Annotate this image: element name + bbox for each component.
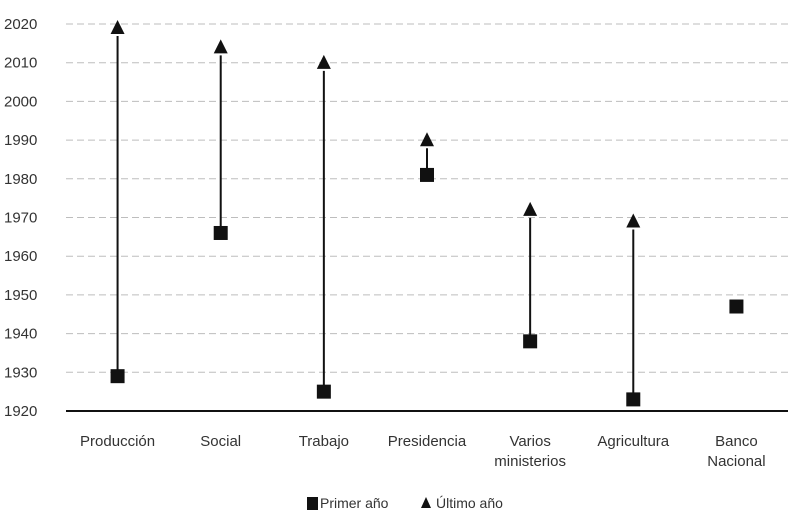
y-tick-label: 1930	[4, 364, 37, 381]
x-category-label-line: Varios	[509, 433, 550, 450]
x-category-label: Varios ministerios	[494, 433, 566, 470]
last-year-marker	[523, 201, 538, 216]
x-category-label-line: Banco	[715, 433, 758, 450]
first-year-marker	[110, 369, 125, 384]
x-category-label: Agricultura	[597, 433, 669, 450]
legend-label-last-year: Último año	[436, 495, 503, 511]
x-category-label: Banco Nacional	[707, 433, 765, 470]
gridlines	[66, 23, 788, 373]
last-year-marker	[626, 213, 641, 228]
y-tick-label: 1970	[4, 210, 37, 227]
y-tick-label: 1920	[4, 403, 37, 420]
first-year-marker	[626, 392, 641, 407]
last-year-marker	[213, 39, 228, 54]
x-category-label: Trabajo	[299, 433, 349, 450]
y-tick-label: 2010	[4, 55, 37, 72]
x-category-label-line: ministerios	[494, 453, 566, 470]
last-year-marker	[110, 20, 125, 34]
first-year-marker	[213, 225, 228, 240]
data-markers	[110, 20, 744, 407]
range-arrows	[116, 36, 635, 400]
x-category-label-line: Nacional	[707, 453, 765, 470]
legend-label-first-year: Primer año	[320, 495, 389, 511]
y-axis-tick-labels: 1920 1930 1940 1950 1960 1970 1980 1990 2000 2010…	[4, 16, 37, 420]
x-category-label-line: Presidencia	[388, 433, 467, 450]
first-year-marker	[316, 384, 331, 399]
y-tick-label: 1940	[4, 326, 37, 343]
legend-square-icon	[307, 497, 318, 510]
x-category-label: Presidencia	[388, 433, 467, 450]
y-tick-label: 2000	[4, 93, 37, 110]
x-category-label-line: Social	[200, 433, 241, 450]
first-year-marker	[729, 299, 744, 314]
x-category-label-line: Producción	[80, 433, 155, 450]
last-year-marker	[420, 132, 434, 147]
last-year-marker	[316, 54, 331, 69]
legend: Primer año Último año	[307, 495, 503, 511]
y-tick-label: 1980	[4, 171, 37, 188]
x-category-label: Social	[200, 433, 241, 450]
x-category-label-line: Agricultura	[597, 433, 669, 450]
legend-triangle-icon	[421, 497, 431, 508]
y-tick-label: 1950	[4, 287, 37, 304]
first-year-marker	[420, 167, 434, 182]
y-tick-label: 1990	[4, 132, 37, 149]
x-category-label-line: Trabajo	[299, 433, 349, 450]
y-tick-label: 2020	[4, 16, 37, 33]
x-category-label: Producción	[80, 433, 155, 450]
first-year-marker	[523, 334, 538, 349]
y-tick-label: 1960	[4, 248, 37, 265]
x-axis-category-labels: Producción Social Trabajo Presidencia Varios…	[80, 433, 766, 470]
